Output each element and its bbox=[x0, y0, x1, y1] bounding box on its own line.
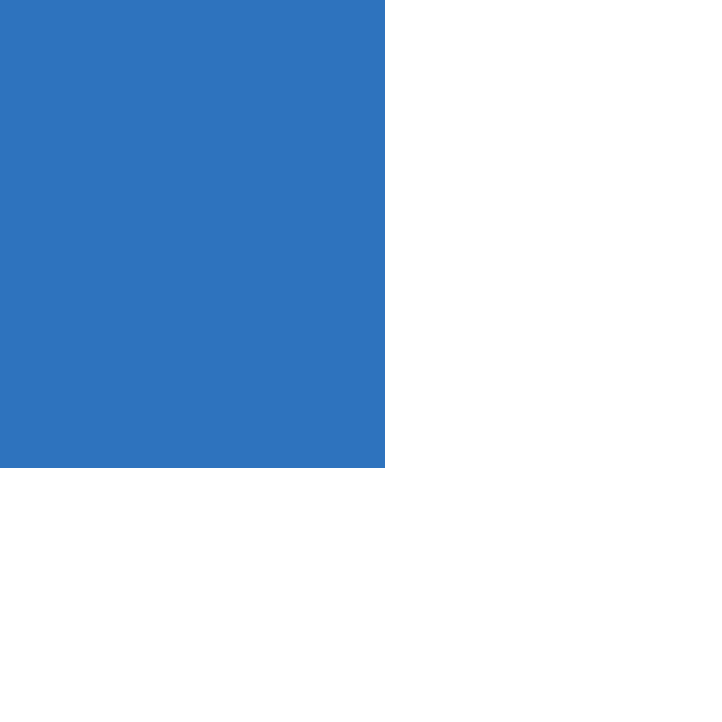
blue-panel bbox=[0, 0, 385, 468]
